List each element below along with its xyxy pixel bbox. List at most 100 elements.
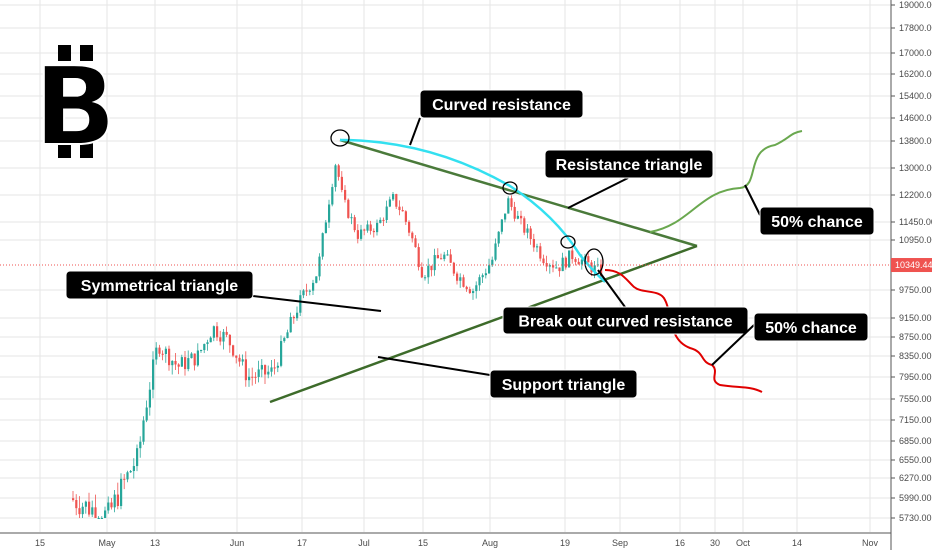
y-tick-label: 10950.00 — [899, 235, 932, 245]
x-tick-label: 19 — [560, 538, 570, 548]
candle-up — [241, 359, 244, 362]
candle-up — [139, 441, 142, 449]
candle-up — [324, 222, 327, 234]
candle-up — [318, 256, 321, 277]
callout-label: Support triangle — [502, 377, 626, 394]
y-tick-label: 11450.00 — [899, 217, 932, 227]
candle-down — [510, 198, 513, 207]
highlight-circle — [584, 248, 604, 276]
candle-down — [228, 334, 231, 346]
candle-down — [235, 355, 238, 358]
x-tick-label: Sep — [612, 538, 628, 548]
candle-down — [158, 347, 161, 354]
candle-down — [452, 262, 455, 274]
highlight-circle — [330, 129, 350, 147]
callout-pointer — [744, 184, 761, 216]
candle-up — [155, 347, 158, 360]
candle-up — [491, 259, 494, 266]
logo-bar-top — [58, 45, 71, 61]
logo-bar-bottom — [58, 142, 71, 158]
y-tick-label: 17800.00 — [899, 23, 932, 33]
candle-up — [459, 277, 462, 281]
logo-glyph: B — [34, 45, 116, 170]
candle-up — [504, 213, 507, 220]
candle-up — [481, 275, 484, 278]
callout-label: Resistance triangle — [556, 157, 703, 174]
y-tick-label: 13000.00 — [899, 163, 932, 173]
candle-up — [187, 358, 190, 370]
bullish-scenario-path — [649, 130, 803, 233]
callout-box — [502, 306, 749, 335]
candle-up — [497, 231, 500, 244]
candle-down — [529, 228, 532, 240]
x-tick-label: 15 — [35, 538, 45, 548]
candle-up — [536, 246, 539, 248]
candle-down — [404, 211, 407, 222]
callout-box — [419, 89, 584, 119]
candle-up — [312, 282, 315, 291]
candle-up — [360, 229, 363, 239]
callout-box — [753, 312, 869, 342]
candle-up — [433, 255, 436, 271]
candle-down — [465, 286, 468, 290]
candle-down — [116, 494, 119, 506]
candle-down — [587, 256, 590, 263]
candle-up — [555, 267, 558, 269]
x-axis: 15 May 13 Jun 17 Jul 15 Aug 19 Sep 16 30 Oct 14 Nov — [0, 532, 891, 548]
y-tick-label: 13800.00 — [899, 136, 932, 146]
candle-down — [430, 265, 433, 271]
y-tick-label: 8750.00 — [899, 332, 932, 342]
candle-down — [344, 189, 347, 200]
highlight-circle — [560, 235, 576, 249]
candle-down — [216, 326, 219, 338]
callout-box — [544, 149, 714, 179]
candle-up — [593, 265, 596, 273]
candle-up — [206, 342, 209, 345]
candle-down — [356, 230, 359, 239]
candle-up — [203, 344, 206, 351]
grid — [0, 0, 890, 532]
y-tick-label: 6850.00 — [899, 436, 932, 446]
candle-up — [148, 389, 151, 408]
candle-up — [516, 215, 519, 219]
candle-down — [577, 261, 580, 265]
candle-up — [331, 187, 334, 205]
candle-down — [564, 257, 567, 268]
candle-up — [222, 331, 225, 342]
candle-down — [273, 367, 276, 369]
callout-pointer — [252, 295, 382, 312]
bitcoin-logo-icon: B — [33, 44, 117, 171]
candle-down — [372, 230, 375, 233]
callout-pointer — [409, 117, 421, 146]
candle-up — [568, 250, 571, 268]
bearish-scenario-path — [604, 269, 763, 393]
candle-up — [113, 494, 116, 508]
y-tick-label: 5730.00 — [899, 513, 932, 523]
candle-down — [401, 210, 404, 212]
x-tick-label: May — [98, 538, 116, 548]
current-price-tag — [891, 258, 932, 273]
candle-up — [270, 367, 273, 372]
candle-up — [107, 502, 110, 511]
candle-up — [257, 369, 260, 377]
candle-up — [190, 353, 193, 359]
candle-up — [289, 316, 292, 333]
callout-pointer — [377, 356, 491, 376]
candle-up — [561, 257, 564, 272]
callout-label: Break out curved resistance — [518, 314, 732, 331]
candle-down — [78, 508, 81, 515]
y-tick-label: 7550.00 — [899, 394, 932, 404]
candle-down — [347, 199, 350, 218]
candle-up — [283, 338, 286, 342]
x-tick-label: Jul — [358, 538, 370, 548]
candle-up — [376, 222, 379, 233]
candle-down — [232, 345, 235, 356]
candle-up — [427, 265, 430, 278]
y-tick-label: 6550.00 — [899, 455, 932, 465]
x-tick-label: 17 — [297, 538, 307, 548]
callout-label: Symmetrical triangle — [81, 278, 239, 295]
callout-label: 50% chance — [765, 320, 857, 337]
y-tick-label: 7150.00 — [899, 415, 932, 425]
candlesticks — [72, 163, 603, 519]
